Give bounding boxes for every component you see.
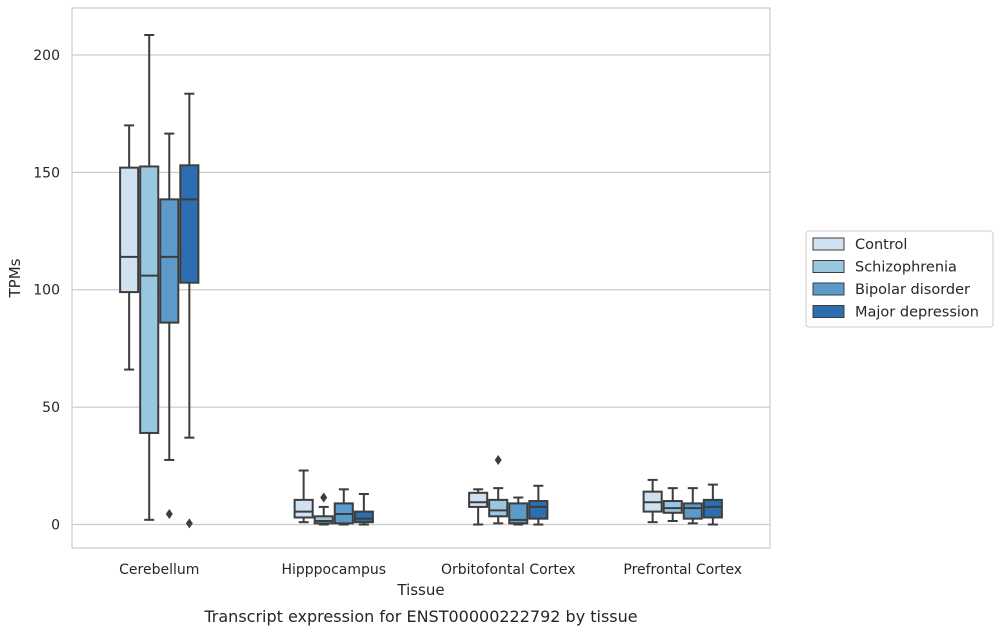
box-major-depression: [179, 92, 200, 529]
box-body: [468, 491, 489, 508]
box-control: [468, 488, 489, 526]
x-tick-label: Prefrontal Cortex: [623, 562, 742, 578]
y-axis-label: TPMs: [6, 258, 24, 298]
box-bipolar-disorder: [159, 132, 180, 519]
box-series-layer: [119, 34, 723, 529]
outlier-point: [494, 454, 502, 465]
box-bipolar-disorder: [333, 488, 354, 526]
legend-swatch: [812, 237, 845, 251]
legend-label: Bipolar disorder: [855, 282, 970, 298]
legend-label: Schizophrenia: [855, 260, 957, 276]
outlier-point: [320, 492, 328, 503]
legend-frame: [805, 230, 994, 328]
plot-frame: [71, 7, 771, 549]
legend-swatch: [812, 305, 845, 318]
box-body: [159, 198, 180, 324]
legend-label: Major depression: [855, 305, 979, 321]
box-body: [488, 498, 509, 518]
box-body: [528, 500, 549, 520]
tick-labels: 0 50 100 150 200 Cerebellum Hipppocampus Orbito…: [33, 48, 742, 578]
chart-title: Transcript expression for ENST0000022279…: [203, 607, 637, 626]
y-tick-label: 0: [51, 518, 60, 534]
box-bipolar-disorder: [682, 487, 703, 525]
box-body: [119, 166, 140, 294]
y-tick-label: 100: [33, 283, 60, 299]
x-axis-label: Tissue: [396, 581, 444, 599]
box-schizophrenia: [139, 34, 160, 521]
box-body: [313, 515, 334, 525]
x-tick-label: Hipppocampus: [281, 562, 386, 578]
y-tick-label: 200: [33, 48, 60, 64]
box-body: [179, 164, 200, 284]
box-schizophrenia: [313, 492, 334, 526]
y-tick-label: 50: [42, 400, 60, 416]
box-major-depression: [353, 493, 374, 526]
x-tick-label: Cerebellum: [119, 562, 199, 578]
box-body: [662, 500, 683, 514]
outlier-point: [165, 508, 173, 519]
legend-label: Control: [855, 237, 907, 253]
box-schizophrenia: [488, 454, 509, 525]
box-body: [702, 498, 723, 519]
box-body: [682, 502, 703, 520]
x-tick-label: Orbitofontal Cortex: [441, 562, 576, 578]
y-tick-label: 150: [33, 165, 60, 181]
box-body: [353, 510, 374, 524]
outlier-point: [185, 518, 193, 529]
legend: Control Schizophrenia Bipolar disorder Majo…: [805, 230, 994, 328]
box-body: [293, 498, 314, 519]
legend-swatch: [812, 260, 845, 273]
legend-swatch: [812, 282, 845, 296]
box-control: [642, 478, 663, 524]
box-body: [139, 165, 160, 434]
box-control: [293, 469, 314, 524]
box-major-depression: [702, 483, 723, 526]
box-schizophrenia: [662, 487, 683, 522]
box-body: [508, 502, 529, 525]
box-bipolar-disorder: [508, 496, 529, 526]
box-major-depression: [528, 484, 549, 526]
box-control: [119, 124, 140, 371]
